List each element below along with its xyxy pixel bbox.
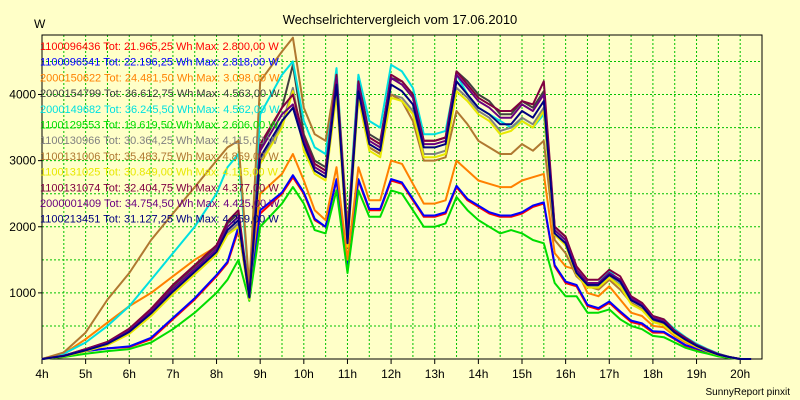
- x-tick-label: 6h: [123, 367, 136, 381]
- legend-entry-7: 1100130966 Tot: 30.364,25 Wh Max: 4.115,…: [40, 135, 279, 147]
- y-axis-ticks: 1000 2000 3000 4000: [9, 88, 42, 300]
- series-lines: [41, 36, 752, 360]
- x-tick-label: 10h: [294, 367, 314, 381]
- legend-entry-11: 2000001409 Tot: 34.754,50 Wh Max: 4.425,…: [40, 198, 280, 210]
- x-tick-label: 18h: [643, 367, 663, 381]
- series-line-6: [41, 186, 752, 360]
- x-tick-label: 20h: [730, 367, 750, 381]
- x-tick-label: 12h: [381, 367, 401, 381]
- x-tick-label: 4h: [35, 367, 48, 381]
- legend-entry-9: 1100131025 Tot: 30.849,00 Wh Max: 4.115,…: [40, 167, 279, 179]
- x-tick-label: 17h: [599, 367, 619, 381]
- x-tick-label: 15h: [512, 367, 532, 381]
- legend-entry-1: 1100096436 Tot: 21.965,25 Wh Max: 2.800,…: [40, 41, 279, 53]
- axes: [41, 34, 763, 360]
- x-tick-label: 7h: [166, 367, 179, 381]
- legend-entry-2: 1100096541 Tot: 22.196,25 Wh Max: 2.818,…: [40, 57, 279, 69]
- legend-entry-12: 1100213451 Tot: 31.127,25 Wh Max: 4.259,…: [40, 214, 279, 226]
- legend-entry-5: 2000149682 Tot: 36.245,50 Wh Max: 4.562,…: [40, 104, 280, 116]
- chart-title: Wechselrichtervergleich vom 17.06.2010: [283, 12, 518, 27]
- plot-border: [41, 34, 763, 360]
- series-line-12: [41, 80, 752, 360]
- x-tick-label: 11h: [338, 367, 357, 381]
- x-tick-label: 14h: [468, 367, 488, 381]
- x-tick-label: 9h: [254, 367, 267, 381]
- series-line-9: [41, 90, 752, 360]
- y-tick-label: 4000: [9, 88, 36, 102]
- legend-entry-8: 1100131006 Tot: 35.483,75 Wh Max: 4.859,…: [40, 151, 279, 163]
- footer-credit: SunnyReport pinxit: [706, 387, 791, 398]
- x-tick-label: 5h: [79, 367, 92, 381]
- x-tick-label: 13h: [425, 367, 445, 381]
- legend-entry-4: 2000154799 Tot: 36.612,75 Wh Max: 4.563,…: [40, 88, 280, 100]
- x-tick-label: 16h: [556, 367, 576, 381]
- y-tick-label: 3000: [9, 154, 36, 168]
- legend-entry-6: 1100129553 Tot: 19.619,50 Wh Max: 2.606,…: [40, 120, 279, 132]
- legend-entry-3: 2000150622 Tot: 24.481,50 Wh Max: 3.098,…: [40, 72, 280, 84]
- x-axis-ticks: 4h 5h 6h 7h 8h 9h 10h 11h 12h 13h 14h 15h 16h 17h 18h 1…: [35, 359, 750, 381]
- series-line-2: [41, 174, 752, 360]
- x-tick-label: 19h: [687, 367, 707, 381]
- y-tick-label: 2000: [9, 220, 36, 234]
- y-tick-label: 1000: [9, 286, 36, 300]
- x-tick-label: 8h: [210, 367, 223, 381]
- legend: 1100096436 Tot: 21.965,25 Wh Max: 2.800,…: [40, 41, 280, 226]
- y-axis-unit: W: [34, 17, 46, 31]
- legend-entry-10: 1100131074 Tot: 32.404,75 Wh Max: 4.377,…: [40, 182, 279, 194]
